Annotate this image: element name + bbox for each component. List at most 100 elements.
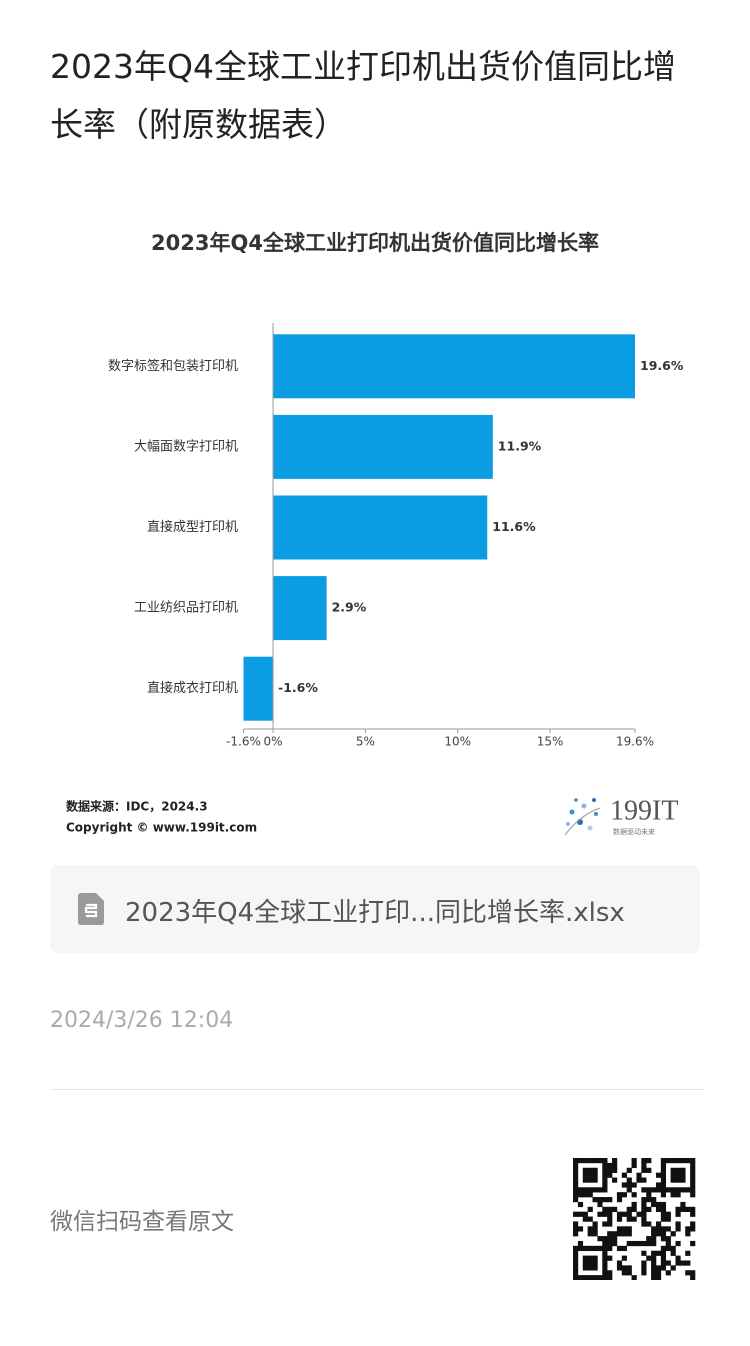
qr-module bbox=[685, 1260, 691, 1266]
qr-module bbox=[592, 1231, 598, 1237]
qr-module bbox=[655, 1231, 662, 1237]
y-tick-label: 大幅面数字打印机 bbox=[134, 439, 238, 454]
qr-module bbox=[582, 1255, 588, 1261]
qr-module bbox=[573, 1167, 579, 1173]
qr-module bbox=[660, 1245, 667, 1252]
qr-module bbox=[631, 1240, 637, 1247]
value-label: 11.6% bbox=[492, 519, 536, 534]
qr-module bbox=[655, 1201, 662, 1208]
qr-module bbox=[651, 1275, 657, 1280]
qr-module bbox=[655, 1275, 662, 1280]
qr-module bbox=[587, 1245, 593, 1252]
qr-module bbox=[573, 1270, 579, 1276]
qr-module bbox=[675, 1226, 681, 1232]
qr-module bbox=[685, 1250, 691, 1256]
qr-module bbox=[587, 1265, 593, 1271]
qr-module bbox=[641, 1187, 647, 1193]
qr-module bbox=[582, 1245, 588, 1252]
qr-module bbox=[602, 1158, 608, 1164]
qr-module bbox=[651, 1255, 657, 1261]
qr-module bbox=[573, 1182, 579, 1188]
qr-module bbox=[660, 1162, 667, 1169]
qr-module bbox=[675, 1158, 681, 1164]
qr-module bbox=[597, 1211, 603, 1217]
qr-module bbox=[621, 1245, 627, 1252]
qr-module bbox=[616, 1265, 623, 1271]
qr-module bbox=[641, 1240, 647, 1247]
qr-module bbox=[582, 1167, 588, 1173]
qr-module bbox=[602, 1211, 608, 1217]
qr-module bbox=[690, 1211, 696, 1217]
qr-module bbox=[641, 1167, 647, 1173]
qr-module bbox=[587, 1216, 593, 1222]
qr-module bbox=[587, 1231, 593, 1237]
qr-module bbox=[675, 1240, 681, 1247]
qr-module bbox=[685, 1187, 691, 1193]
x-tick-label: 15% bbox=[537, 735, 564, 749]
qr-module bbox=[655, 1172, 662, 1178]
qr-module bbox=[621, 1172, 627, 1178]
qr-module bbox=[660, 1211, 667, 1217]
qr-module bbox=[573, 1221, 579, 1227]
qr-module bbox=[690, 1158, 696, 1164]
attachment-name[interactable]: 2023年Q4全球工业打印...同比增长率.xlsx bbox=[125, 898, 625, 928]
attachment-card[interactable] bbox=[50, 865, 700, 953]
qr-module bbox=[655, 1187, 662, 1193]
qr-module bbox=[660, 1201, 667, 1208]
qr-module bbox=[631, 1275, 637, 1280]
qr-module bbox=[631, 1216, 637, 1222]
qr-module bbox=[660, 1187, 667, 1193]
qr-module bbox=[660, 1216, 667, 1222]
qr-module bbox=[651, 1236, 657, 1242]
qr-module bbox=[602, 1255, 608, 1261]
qr-module bbox=[665, 1240, 671, 1247]
qr-module bbox=[577, 1240, 584, 1247]
qr-module bbox=[641, 1211, 647, 1217]
qr-module bbox=[680, 1167, 686, 1173]
qr-module bbox=[660, 1167, 667, 1173]
qr-module bbox=[616, 1197, 623, 1203]
qr-module bbox=[612, 1206, 618, 1212]
qr-module bbox=[651, 1260, 657, 1266]
qr-module bbox=[651, 1250, 657, 1256]
qr-module bbox=[675, 1167, 681, 1173]
qr-module bbox=[621, 1231, 627, 1237]
qr-module bbox=[626, 1211, 632, 1217]
qr-module bbox=[616, 1245, 623, 1252]
qr-module bbox=[592, 1197, 598, 1203]
article-title: 2023年Q4全球工业打印机出货价值同比增长率（附原数据表） bbox=[50, 47, 676, 144]
qr-module bbox=[665, 1270, 671, 1276]
qr-module bbox=[592, 1255, 598, 1261]
publish-date: 2024/3/26 12:04 bbox=[50, 1008, 234, 1033]
qr-module bbox=[612, 1240, 618, 1247]
qr-module bbox=[685, 1270, 691, 1276]
qr-module bbox=[592, 1275, 598, 1280]
qr-module bbox=[573, 1211, 579, 1217]
y-tick-label: 直接成衣打印机 bbox=[147, 680, 238, 696]
qr-module bbox=[655, 1270, 662, 1276]
qr-module bbox=[573, 1255, 579, 1261]
qr-module bbox=[651, 1265, 657, 1271]
qr-module bbox=[602, 1236, 608, 1242]
qr-module bbox=[636, 1240, 642, 1247]
qr-module bbox=[690, 1177, 696, 1183]
qr-module bbox=[690, 1182, 696, 1188]
qr-module bbox=[660, 1265, 667, 1271]
qr-module bbox=[690, 1221, 696, 1227]
qr-module bbox=[602, 1177, 608, 1183]
qr-module bbox=[660, 1177, 667, 1183]
qr-module bbox=[660, 1255, 667, 1261]
qr-module bbox=[670, 1167, 676, 1173]
qr-module bbox=[665, 1211, 671, 1217]
qr-module bbox=[690, 1275, 696, 1280]
qr-code[interactable] bbox=[573, 1158, 697, 1280]
qr-module bbox=[680, 1201, 686, 1208]
qr-module bbox=[607, 1236, 613, 1242]
qr-module bbox=[675, 1255, 681, 1261]
qr-module bbox=[670, 1158, 676, 1164]
qr-module bbox=[660, 1226, 667, 1232]
bar bbox=[243, 656, 274, 721]
qr-module bbox=[587, 1172, 593, 1178]
divider bbox=[50, 1089, 704, 1090]
value-label: 19.6% bbox=[640, 358, 684, 373]
